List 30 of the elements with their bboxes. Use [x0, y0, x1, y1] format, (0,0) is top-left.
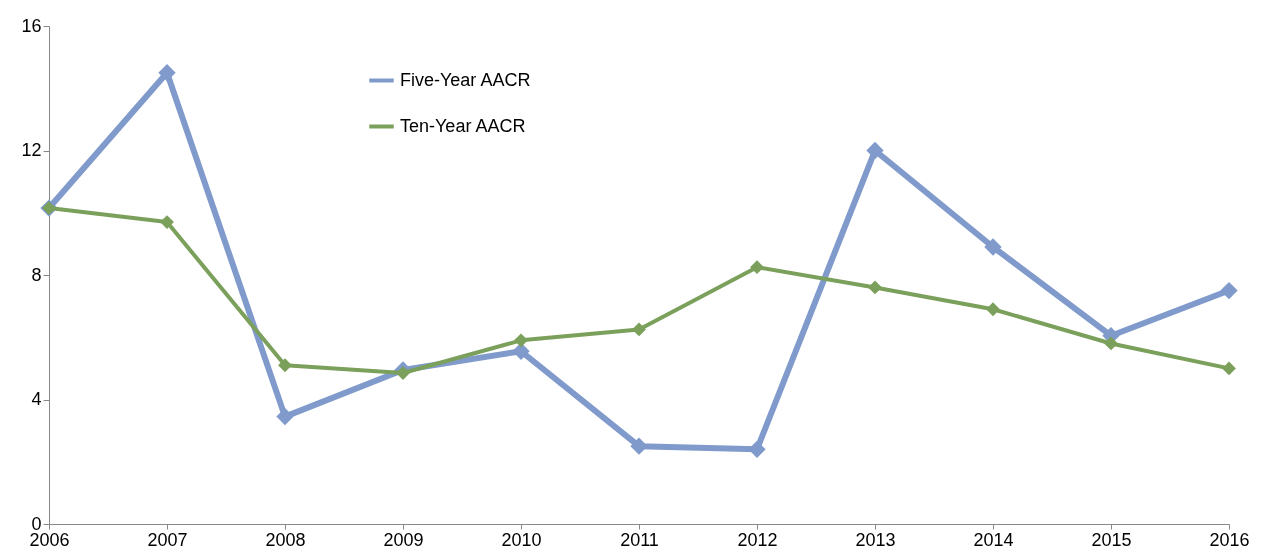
point — [1222, 361, 1236, 376]
x-tick-label: 2009 — [383, 529, 424, 550]
point — [514, 333, 528, 348]
point — [278, 358, 292, 373]
y-tick-label: 8 — [31, 264, 42, 285]
x-tick-label: 2008 — [265, 529, 306, 550]
point — [866, 141, 884, 160]
y-tick-label: 16 — [21, 15, 42, 36]
point — [630, 437, 648, 455]
point — [158, 64, 176, 82]
point — [276, 407, 294, 426]
point — [632, 322, 646, 337]
x-tick-label: 2007 — [147, 529, 188, 550]
point — [986, 302, 1000, 317]
x-tick-label: 2014 — [973, 529, 1014, 550]
x-tick-label: 2010 — [501, 529, 542, 550]
point — [1104, 336, 1118, 351]
legend-label: Five-Year AACR — [400, 69, 531, 90]
x-tick-label: 2013 — [855, 529, 896, 550]
legend-label: Ten-Year AACR — [400, 115, 526, 136]
point — [750, 260, 764, 275]
x-tick-label: 2016 — [1209, 529, 1250, 550]
y-tick-label: 4 — [31, 389, 42, 409]
point — [984, 238, 1002, 256]
x-tick-label: 2015 — [1091, 529, 1132, 550]
point — [868, 280, 882, 295]
x-tick-label: 2011 — [620, 529, 659, 550]
x-tick-label: 2012 — [737, 529, 778, 550]
y-tick-label: 12 — [21, 140, 42, 160]
point — [1220, 281, 1238, 300]
